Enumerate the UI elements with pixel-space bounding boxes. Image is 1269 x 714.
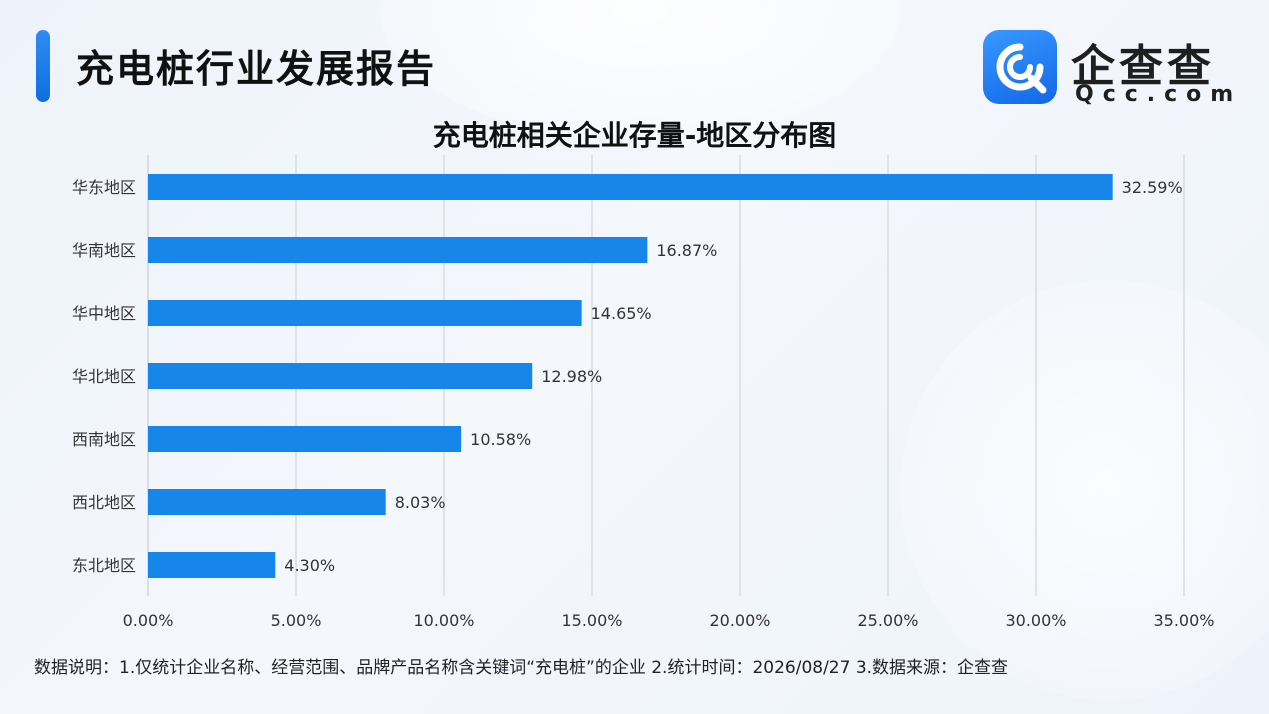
logo-text: 企查查 bbox=[1071, 41, 1215, 92]
bar bbox=[148, 300, 582, 326]
chart-title: 充电桩相关企业存量-地区分布图 bbox=[432, 119, 837, 152]
logo-subtext: Qcc.com bbox=[1075, 82, 1243, 107]
data-label: 8.03% bbox=[395, 493, 446, 512]
title-accent-bar bbox=[36, 30, 50, 102]
bar bbox=[148, 174, 1113, 200]
x-tick-label: 10.00% bbox=[413, 611, 474, 630]
report-title: 充电桩行业发展报告 bbox=[76, 47, 437, 91]
category-label: 华北地区 bbox=[72, 367, 136, 386]
data-label: 10.58% bbox=[470, 430, 531, 449]
bar bbox=[148, 489, 386, 515]
x-tick-label: 25.00% bbox=[857, 611, 918, 630]
bar bbox=[148, 552, 276, 578]
x-tick-label: 35.00% bbox=[1153, 611, 1214, 630]
x-tick-label: 30.00% bbox=[1005, 611, 1066, 630]
x-tick-label: 20.00% bbox=[709, 611, 770, 630]
category-label: 东北地区 bbox=[72, 556, 136, 575]
qcc-logo: 企查查 Qcc.com bbox=[983, 28, 1233, 107]
x-tick-label: 15.00% bbox=[561, 611, 622, 630]
qcc-logo-icon bbox=[983, 30, 1057, 104]
bar bbox=[148, 363, 533, 389]
category-label: 华中地区 bbox=[72, 304, 136, 323]
data-label: 14.65% bbox=[591, 304, 652, 323]
data-label: 4.30% bbox=[284, 556, 335, 575]
footnote: 数据说明：1.仅统计企业名称、经营范围、品牌产品名称含关键词“充电桩”的企业 2… bbox=[34, 658, 1009, 678]
x-tick-label: 0.00% bbox=[123, 611, 174, 630]
data-label: 32.59% bbox=[1122, 178, 1183, 197]
data-label: 12.98% bbox=[541, 367, 602, 386]
x-tick-label: 5.00% bbox=[271, 611, 322, 630]
bar bbox=[148, 237, 648, 263]
data-label: 16.87% bbox=[656, 241, 717, 260]
category-label: 西南地区 bbox=[72, 430, 136, 449]
category-label: 华南地区 bbox=[72, 241, 136, 260]
category-label: 西北地区 bbox=[72, 493, 136, 512]
background-glow bbox=[900, 280, 1269, 700]
bar bbox=[148, 426, 462, 452]
category-label: 华东地区 bbox=[72, 178, 136, 197]
